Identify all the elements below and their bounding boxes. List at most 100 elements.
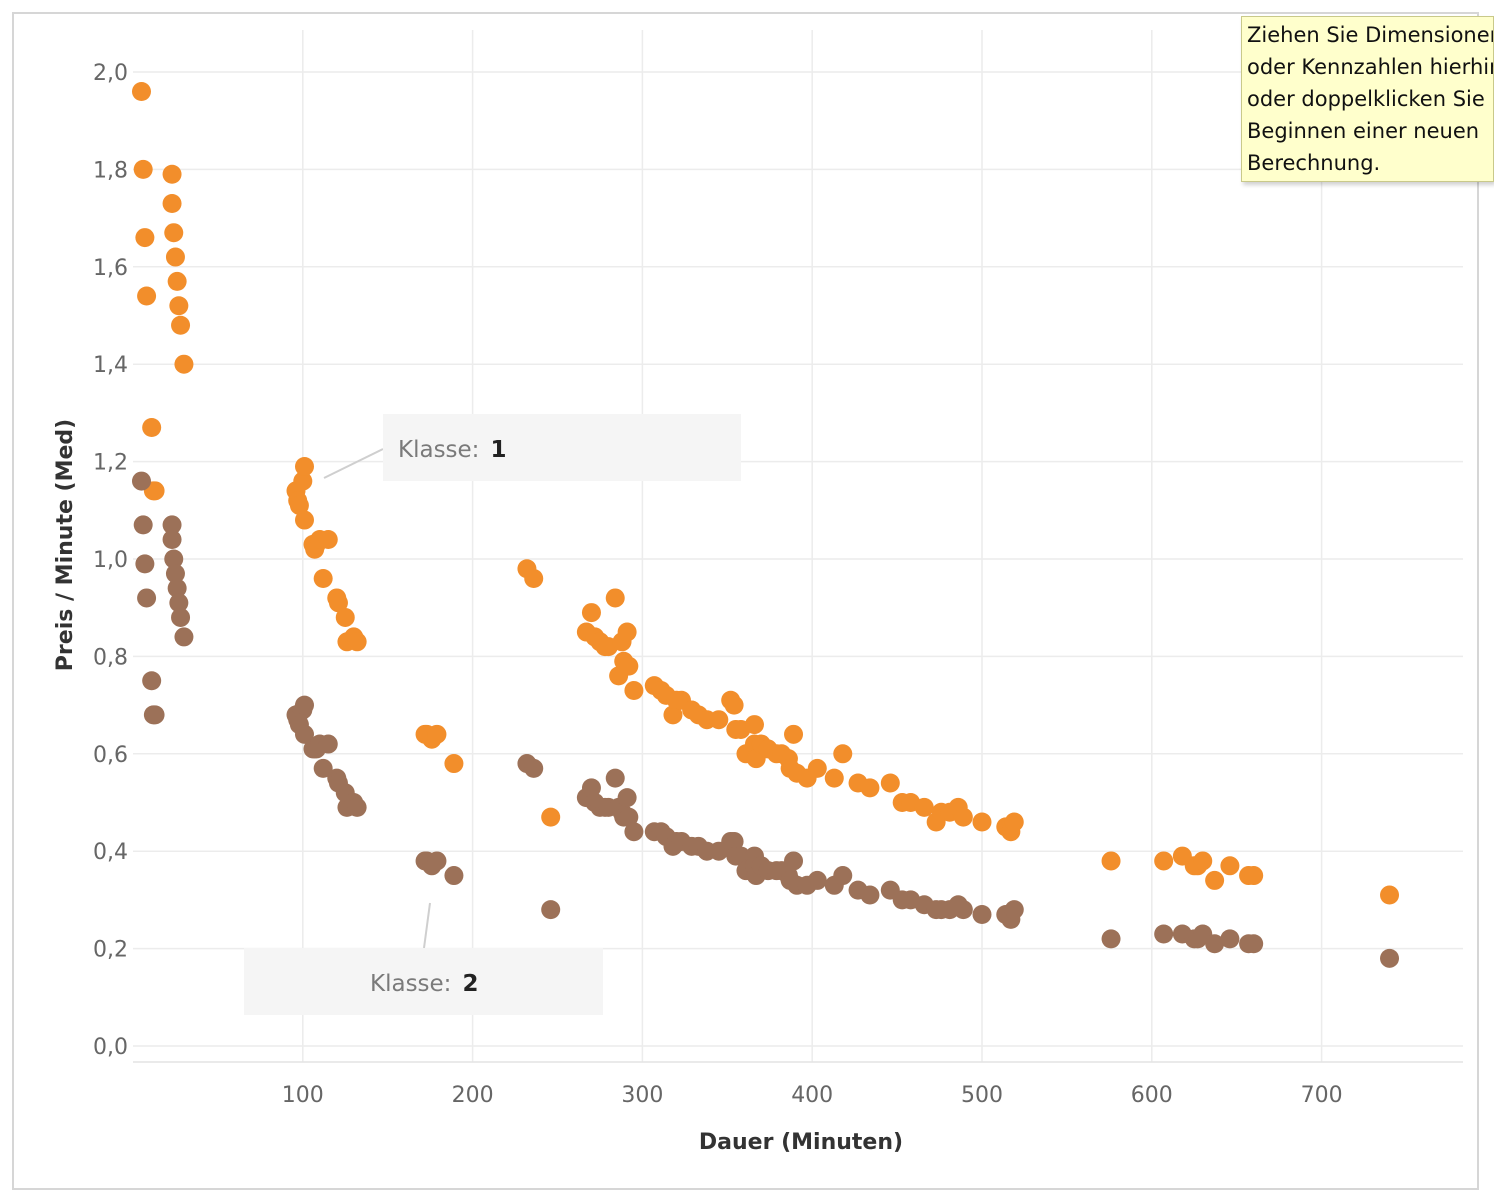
data-point[interactable]	[833, 744, 853, 764]
data-point[interactable]	[162, 530, 182, 550]
data-point[interactable]	[167, 271, 187, 291]
data-point[interactable]	[142, 671, 162, 691]
annotation-klasse-2[interactable]: Klasse: 2	[244, 902, 603, 1015]
data-point[interactable]	[1244, 866, 1264, 886]
data-point[interactable]	[145, 481, 165, 501]
data-point[interactable]	[289, 495, 309, 515]
data-point[interactable]	[724, 831, 744, 851]
data-point[interactable]	[972, 905, 992, 925]
data-point[interactable]	[605, 768, 625, 788]
data-point[interactable]	[131, 471, 151, 491]
data-point[interactable]	[1380, 948, 1400, 968]
data-point[interactable]	[133, 159, 153, 179]
data-point[interactable]	[524, 758, 544, 778]
data-point[interactable]	[617, 622, 637, 642]
drop-zone-hint[interactable]: Ziehen Sie Dimensionen oder Kennzahlen h…	[1241, 16, 1494, 182]
data-point[interactable]	[427, 724, 447, 744]
data-point[interactable]	[164, 223, 184, 243]
x-tick-label: 700	[1301, 1083, 1343, 1108]
data-point[interactable]	[880, 773, 900, 793]
data-point[interactable]	[427, 851, 447, 871]
data-point[interactable]	[294, 456, 314, 476]
data-point[interactable]	[294, 695, 314, 715]
data-point[interactable]	[162, 193, 182, 213]
data-point[interactable]	[953, 900, 973, 920]
data-point[interactable]	[335, 607, 355, 627]
data-point[interactable]	[860, 778, 880, 798]
data-point[interactable]	[347, 632, 367, 652]
data-point[interactable]	[169, 296, 189, 316]
data-point[interactable]	[444, 754, 464, 774]
data-point[interactable]	[1101, 929, 1121, 949]
data-point[interactable]	[1205, 870, 1225, 890]
data-point[interactable]	[709, 710, 729, 730]
data-point[interactable]	[1380, 885, 1400, 905]
annotation-klasse-1[interactable]: Klasse: 1	[323, 414, 741, 481]
data-point[interactable]	[972, 812, 992, 832]
data-point[interactable]	[581, 778, 601, 798]
data-point[interactable]	[624, 680, 644, 700]
data-point[interactable]	[174, 627, 194, 647]
data-point[interactable]	[605, 588, 625, 608]
data-point[interactable]	[1101, 851, 1121, 871]
data-point[interactable]	[142, 418, 162, 438]
data-point[interactable]	[1205, 934, 1225, 954]
data-point[interactable]	[833, 866, 853, 886]
data-point[interactable]	[1004, 900, 1024, 920]
data-point[interactable]	[328, 593, 348, 613]
data-point[interactable]	[1220, 856, 1240, 876]
data-point[interactable]	[807, 758, 827, 778]
data-point[interactable]	[164, 549, 184, 569]
data-point[interactable]	[1154, 851, 1174, 871]
data-point[interactable]	[617, 788, 637, 808]
data-point[interactable]	[914, 797, 934, 817]
data-point[interactable]	[953, 807, 973, 827]
data-point[interactable]	[541, 807, 561, 827]
data-point[interactable]	[174, 354, 194, 374]
data-point[interactable]	[1154, 924, 1174, 944]
data-point[interactable]	[784, 724, 804, 744]
data-point[interactable]	[162, 164, 182, 184]
data-point[interactable]	[807, 870, 827, 890]
data-point[interactable]	[171, 315, 191, 335]
data-point[interactable]	[131, 81, 151, 101]
data-point[interactable]	[165, 564, 185, 584]
data-point[interactable]	[294, 510, 314, 530]
data-point[interactable]	[169, 593, 189, 613]
data-point[interactable]	[313, 758, 333, 778]
data-point[interactable]	[313, 568, 333, 588]
data-point[interactable]	[444, 866, 464, 886]
data-point[interactable]	[294, 724, 314, 744]
data-point[interactable]	[1004, 812, 1024, 832]
data-point[interactable]	[541, 900, 561, 920]
data-point[interactable]	[619, 807, 639, 827]
data-point[interactable]	[165, 247, 185, 267]
data-point[interactable]	[1193, 851, 1213, 871]
data-point[interactable]	[744, 715, 764, 735]
data-point[interactable]	[724, 695, 744, 715]
data-point[interactable]	[167, 578, 187, 598]
data-point[interactable]	[145, 705, 165, 725]
data-point[interactable]	[524, 568, 544, 588]
data-point[interactable]	[318, 530, 338, 550]
data-point[interactable]	[137, 588, 157, 608]
data-point[interactable]	[347, 797, 367, 817]
data-point[interactable]	[1244, 934, 1264, 954]
data-point[interactable]	[171, 607, 191, 627]
data-point[interactable]	[137, 286, 157, 306]
data-point[interactable]	[135, 228, 155, 248]
data-point[interactable]	[824, 768, 844, 788]
data-point[interactable]	[318, 734, 338, 754]
data-point[interactable]	[731, 846, 751, 866]
data-point[interactable]	[581, 603, 601, 623]
data-point[interactable]	[624, 822, 644, 842]
data-point[interactable]	[619, 656, 639, 676]
data-point[interactable]	[133, 515, 153, 535]
data-point[interactable]	[162, 515, 182, 535]
data-point[interactable]	[1220, 929, 1240, 949]
data-point[interactable]	[135, 554, 155, 574]
data-point[interactable]	[293, 471, 313, 491]
data-point[interactable]	[860, 885, 880, 905]
data-point[interactable]	[663, 705, 683, 725]
data-point[interactable]	[784, 851, 804, 871]
